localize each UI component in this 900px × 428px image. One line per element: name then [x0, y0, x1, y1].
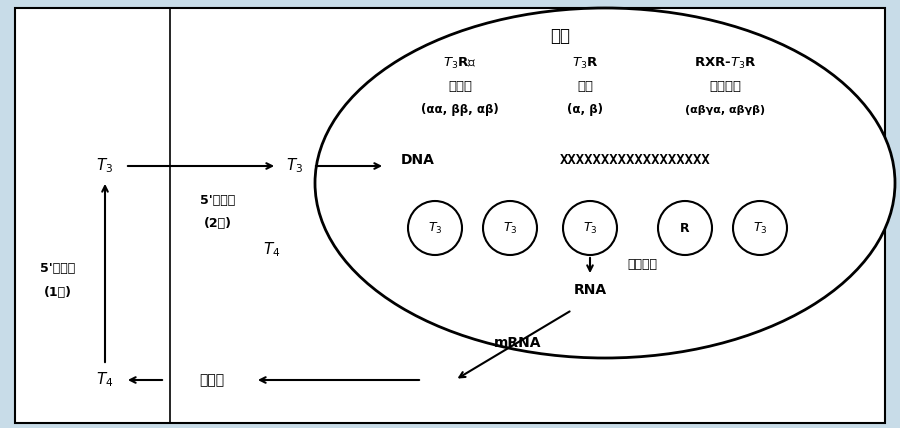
Circle shape [483, 201, 537, 255]
Text: (α, β): (α, β) [567, 104, 603, 116]
Text: $T_3$: $T_3$ [752, 220, 768, 235]
Ellipse shape [315, 8, 895, 358]
Text: $T_3$: $T_3$ [503, 220, 517, 235]
Text: $T_3$: $T_3$ [96, 157, 113, 175]
Text: 胞核: 胞核 [550, 27, 570, 45]
Text: 二聚体: 二聚体 [448, 80, 472, 92]
Circle shape [733, 201, 787, 255]
Text: $T_3$: $T_3$ [428, 220, 442, 235]
Circle shape [658, 201, 712, 255]
Text: $T_3$R同: $T_3$R同 [444, 56, 477, 71]
FancyBboxPatch shape [15, 8, 885, 423]
Text: 5'脱碘酶: 5'脱碘酶 [201, 193, 236, 206]
Text: $T_3$: $T_3$ [286, 157, 303, 175]
Text: (1型): (1型) [44, 286, 72, 300]
Text: $T_3$: $T_3$ [582, 220, 598, 235]
Text: RXR-$T_3$R: RXR-$T_3$R [694, 56, 756, 71]
Text: $T_3$R: $T_3$R [572, 56, 598, 71]
Text: 异二聚体: 异二聚体 [709, 80, 741, 92]
Text: 5'脱碘酶: 5'脱碘酶 [40, 262, 76, 274]
Text: XXXXXXXXXXXXXXXXXX: XXXXXXXXXXXXXXXXXX [560, 153, 710, 167]
Text: mRNA: mRNA [494, 336, 542, 350]
Text: 蛋白质: 蛋白质 [200, 373, 225, 387]
Text: (αβγα, αβγβ): (αβγα, αβγβ) [685, 105, 765, 115]
Text: R: R [680, 222, 689, 235]
Text: $T_4$: $T_4$ [96, 371, 113, 389]
Text: 转录因子: 转录因子 [627, 259, 657, 271]
Circle shape [408, 201, 462, 255]
Circle shape [563, 201, 617, 255]
Text: (2型): (2型) [204, 217, 232, 229]
Text: RNA: RNA [573, 283, 607, 297]
Text: 单体: 单体 [577, 80, 593, 92]
Text: (αα, ββ, αβ): (αα, ββ, αβ) [421, 104, 499, 116]
Text: $T_4$: $T_4$ [264, 241, 281, 259]
Text: DNA: DNA [401, 153, 435, 167]
